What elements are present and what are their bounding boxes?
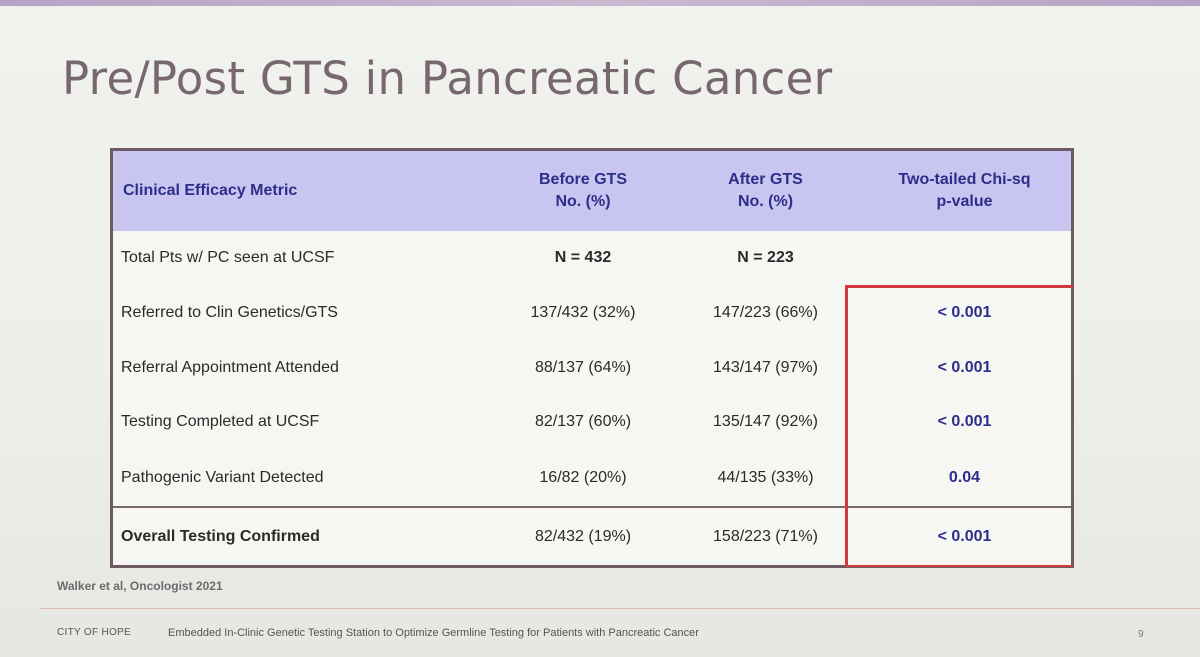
header-before: Before GTS No. (%) [493,151,673,231]
table-row: Pathogenic Variant Detected 16/82 (20%) … [113,450,1071,508]
cell-after: 143/147 (97%) [713,358,818,376]
header-pvalue-line2: p-value [936,193,993,210]
cell-pvalue: 0.04 [948,468,981,486]
footer-org-logo: CITY OF HOPE [57,627,131,638]
cell-metric: Testing Completed at UCSF [121,413,320,431]
header-before-line2: No. (%) [555,193,611,210]
header-before-line1: Before GTS [538,171,627,188]
cell-before: 137/432 (32%) [530,303,636,321]
header-pvalue: Two-tailed Chi-sq p-value [858,151,1071,231]
header-after: After GTS No. (%) [673,151,858,231]
table-row: Testing Completed at UCSF 82/137 (60%) 1… [113,395,1071,450]
cell-before: 16/82 (20%) [539,468,627,486]
table-header-row: Clinical Efficacy Metric Before GTS No. … [113,151,1071,231]
cell-after: 158/223 (71%) [673,506,858,565]
header-after-line2: No. (%) [737,193,794,210]
cell-metric: Referred to Clin Genetics/GTS [121,303,338,321]
cell-pvalue: < 0.001 [937,303,992,321]
slide-title: Pre/Post GTS in Pancreatic Cancer [62,52,833,105]
header-after-line1: After GTS [728,171,803,188]
table-row: Referred to Clin Genetics/GTS 137/432 (3… [113,286,1071,341]
footer-title: Embedded In-Clinic Genetic Testing Stati… [168,627,699,639]
cell-after: N = 223 [737,249,794,267]
cell-metric: Total Pts w/ PC seen at UCSF [121,249,335,267]
cell-after: 135/147 (92%) [713,413,818,431]
cell-after: 147/223 (66%) [713,303,818,321]
cell-pvalue [858,231,1071,286]
cell-metric: Pathogenic Variant Detected [121,468,324,486]
header-pvalue-line1: Two-tailed Chi-sq [898,171,1031,188]
top-accent-band [0,0,1200,6]
cell-before: 82/137 (60%) [534,413,632,431]
table-row-total: Overall Testing Confirmed 82/432 (19%) 1… [113,506,1071,565]
page-number: 9 [1138,629,1144,640]
cell-before: 88/137 (64%) [534,358,632,376]
results-table: Clinical Efficacy Metric Before GTS No. … [113,151,1071,565]
cell-pvalue: < 0.001 [858,506,1071,565]
table-row: Referral Appointment Attended 88/137 (64… [113,340,1071,395]
cell-after: 44/135 (33%) [717,468,814,486]
cell-metric: Referral Appointment Attended [121,358,339,376]
results-table-container: Clinical Efficacy Metric Before GTS No. … [110,148,1074,568]
cell-pvalue: < 0.001 [937,413,992,431]
cell-pvalue: < 0.001 [937,358,992,376]
table-row: Total Pts w/ PC seen at UCSF N = 432 N =… [113,231,1071,286]
cell-metric: Overall Testing Confirmed [113,506,493,565]
header-metric: Clinical Efficacy Metric [123,182,298,199]
cell-before: N = 432 [554,249,612,267]
citation: Walker et al, Oncologist 2021 [57,579,223,593]
footer-divider [40,608,1200,609]
cell-before: 82/432 (19%) [493,506,673,565]
